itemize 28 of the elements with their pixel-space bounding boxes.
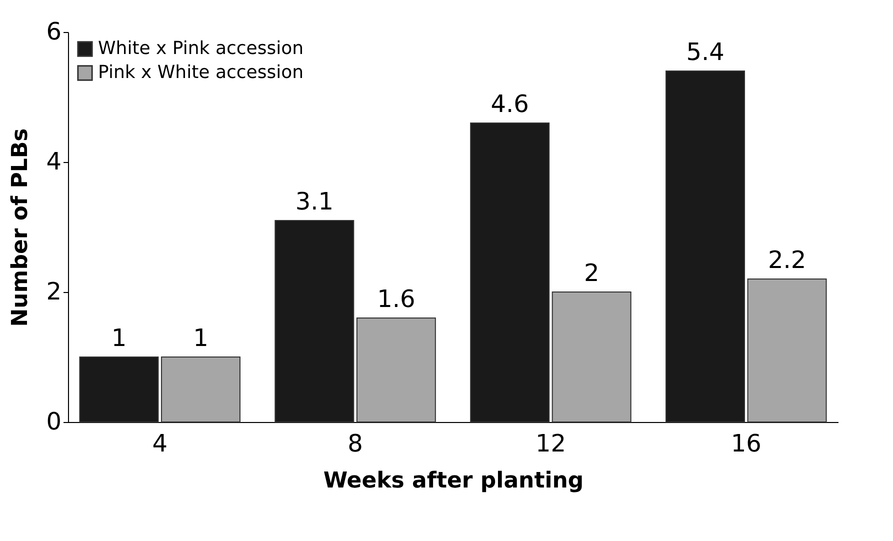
legend-label: White x Pink accession <box>98 38 304 59</box>
bar <box>552 292 632 422</box>
legend-label: Pink x White accession <box>98 62 304 83</box>
data-label: 2.2 <box>768 246 806 274</box>
x-tick-label: 4 <box>152 430 168 458</box>
x-tick-label: 12 <box>535 430 566 458</box>
y-tick-label: 6 <box>46 18 62 46</box>
x-tick-label: 16 <box>730 430 762 458</box>
data-label: 3.1 <box>295 188 334 216</box>
data-label: 5.4 <box>686 38 724 66</box>
data-label: 1 <box>193 324 208 352</box>
y-tick-label: 2 <box>46 278 62 306</box>
y-tick-label: 4 <box>46 148 62 176</box>
x-tick-label: 8 <box>348 430 363 458</box>
bar <box>356 318 436 422</box>
x-axis-title: Weeks after planting <box>323 468 584 494</box>
bar <box>747 278 827 422</box>
data-label: 4.6 <box>490 90 529 118</box>
data-label: 2 <box>584 259 600 287</box>
bar <box>160 356 240 422</box>
y-tick-label: 0 <box>46 408 62 436</box>
bar <box>470 122 550 422</box>
bar <box>79 356 159 422</box>
data-label: 1 <box>111 324 127 352</box>
y-axis-title: Number of PLBs <box>8 128 34 327</box>
bar <box>274 220 354 422</box>
data-label: 1.6 <box>377 285 416 313</box>
bar <box>666 70 746 422</box>
